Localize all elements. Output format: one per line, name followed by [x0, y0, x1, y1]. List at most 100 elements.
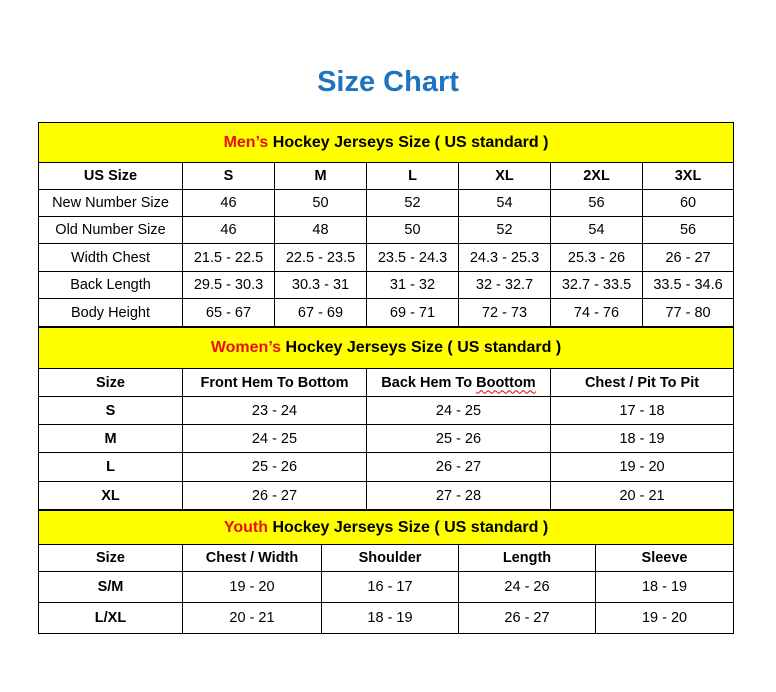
table-cell: 19 - 20 — [594, 602, 735, 634]
table-cell: 23.5 - 24.3 — [366, 243, 459, 272]
table-row: Body Height 65 - 67 67 - 69 69 - 71 72 - 73 7… — [38, 298, 735, 327]
table-cell: 26 - 27 — [641, 243, 735, 272]
table-cell: 21.5 - 22.5 — [182, 243, 275, 272]
table-cell: 50 — [366, 216, 459, 244]
row-label: XL — [38, 481, 183, 510]
table-cell: 25.3 - 26 — [550, 243, 643, 272]
table-cell: 26 - 27 — [458, 602, 596, 634]
table-cell: 72 - 73 — [458, 298, 551, 327]
table-cell: 22.5 - 23.5 — [274, 243, 367, 272]
table-row: S 23 - 24 24 - 25 17 - 18 — [38, 396, 735, 425]
table-cell: 19 - 20 — [549, 452, 735, 482]
table-cell: 65 - 67 — [182, 298, 275, 327]
table-cell: 77 - 80 — [641, 298, 735, 327]
table-cell: 27 - 28 — [366, 481, 551, 510]
table-row: S/M 19 - 20 16 - 17 24 - 26 18 - 19 — [38, 571, 735, 603]
column-header: Sleeve — [594, 544, 735, 572]
column-header: Length — [458, 544, 596, 572]
women-band-text: Hockey Jerseys Size ( US standard ) — [281, 339, 562, 356]
misspelled-word: Boottom — [476, 374, 536, 391]
table-cell: 24.3 - 25.3 — [458, 243, 551, 272]
table-row: L/XL 20 - 21 18 - 19 26 - 27 19 - 20 — [38, 602, 735, 634]
table-cell: 54 — [458, 189, 551, 217]
youth-section-header: Youth Hockey Jerseys Size ( US standard … — [37, 510, 735, 545]
table-cell: 17 - 18 — [549, 396, 735, 425]
table-cell: 32 - 32.7 — [458, 271, 551, 299]
table-cell: 69 - 71 — [366, 298, 459, 327]
table-cell: 24 - 25 — [366, 396, 551, 425]
youth-size-table: Youth Hockey Jerseys Size ( US standard … — [37, 510, 735, 634]
row-label: S/M — [38, 571, 183, 603]
men-section-header: Men’s Hockey Jerseys Size ( US standard … — [37, 122, 735, 163]
youth-header-row: Size Chest / Width Shoulder Length Sleev… — [38, 544, 735, 572]
page-title: Size Chart — [317, 66, 459, 98]
table-row: XL 26 - 27 27 - 28 20 - 21 — [38, 481, 735, 510]
youth-band-text: Hockey Jerseys Size ( US standard ) — [268, 518, 549, 536]
table-cell: 30.3 - 31 — [274, 271, 367, 299]
table-cell: 20 - 21 — [549, 481, 735, 510]
table-cell: 25 - 26 — [182, 452, 367, 482]
table-cell: 60 — [641, 189, 735, 217]
column-header: L — [366, 162, 459, 190]
table-cell: 56 — [550, 189, 643, 217]
table-cell: 74 - 76 — [550, 298, 643, 327]
row-label: Old Number Size — [38, 216, 183, 244]
table-cell: 24 - 26 — [458, 571, 596, 603]
table-cell: 52 — [458, 216, 551, 244]
men-size-table: Men’s Hockey Jerseys Size ( US standard … — [37, 122, 735, 327]
size-chart: Men’s Hockey Jerseys Size ( US standard … — [37, 122, 735, 634]
table-cell: 56 — [641, 216, 735, 244]
table-row: Old Number Size 46 48 50 52 54 56 — [38, 216, 735, 244]
youth-label: Youth — [223, 518, 269, 536]
table-cell: 16 - 17 — [321, 571, 459, 603]
column-header: Size — [38, 368, 183, 397]
column-header-text: Back Hem To — [381, 374, 477, 391]
table-cell: 32.7 - 33.5 — [550, 271, 643, 299]
table-cell: 20 - 21 — [182, 602, 322, 634]
row-label: New Number Size — [38, 189, 183, 217]
column-header: Chest / Width — [182, 544, 322, 572]
table-cell: 54 — [550, 216, 643, 244]
row-label: M — [38, 424, 183, 453]
column-header: M — [274, 162, 367, 190]
table-cell: 29.5 - 30.3 — [182, 271, 275, 299]
table-cell: 18 - 19 — [549, 424, 735, 453]
table-row: M 24 - 25 25 - 26 18 - 19 — [38, 424, 735, 453]
table-cell: 48 — [274, 216, 367, 244]
row-label: Back Length — [38, 271, 183, 299]
column-header: Size — [38, 544, 183, 572]
column-header: Front Hem To Bottom — [182, 368, 367, 397]
row-label: L — [38, 452, 183, 482]
table-cell: 18 - 19 — [594, 571, 735, 603]
column-header: Shoulder — [321, 544, 459, 572]
women-size-table: Women’s Hockey Jerseys Size ( US standar… — [37, 327, 735, 510]
column-header: 3XL — [641, 162, 735, 190]
table-cell: 67 - 69 — [274, 298, 367, 327]
row-label: L/XL — [38, 602, 183, 634]
column-header: Chest / Pit To Pit — [549, 368, 735, 397]
column-header: S — [182, 162, 275, 190]
men-header-row: US Size S M L XL 2XL 3XL — [38, 162, 735, 190]
table-cell: 18 - 19 — [321, 602, 459, 634]
table-cell: 19 - 20 — [182, 571, 322, 603]
row-label: Body Height — [38, 298, 183, 327]
men-label: Men’s — [223, 133, 269, 151]
table-row: New Number Size 46 50 52 54 56 60 — [38, 189, 735, 217]
table-row: Width Chest 21.5 - 22.5 22.5 - 23.5 23.5 - … — [38, 243, 735, 272]
table-cell: 50 — [274, 189, 367, 217]
table-cell: 26 - 27 — [182, 481, 367, 510]
row-label: S — [38, 396, 183, 425]
column-header: US Size — [38, 162, 183, 190]
table-cell: 26 - 27 — [366, 452, 551, 482]
men-band-text: Hockey Jerseys Size ( US standard ) — [268, 133, 549, 151]
table-cell: 24 - 25 — [182, 424, 367, 453]
table-cell: 33.5 - 34.6 — [641, 271, 735, 299]
table-cell: 23 - 24 — [182, 396, 367, 425]
column-header: XL — [458, 162, 551, 190]
women-header-row: Size Front Hem To Bottom Back Hem To Boo… — [38, 368, 735, 397]
table-cell: 52 — [366, 189, 459, 217]
column-header: 2XL — [550, 162, 643, 190]
table-row: L 25 - 26 26 - 27 19 - 20 — [38, 452, 735, 482]
table-cell: 46 — [182, 189, 275, 217]
table-cell: 31 - 32 — [366, 271, 459, 299]
